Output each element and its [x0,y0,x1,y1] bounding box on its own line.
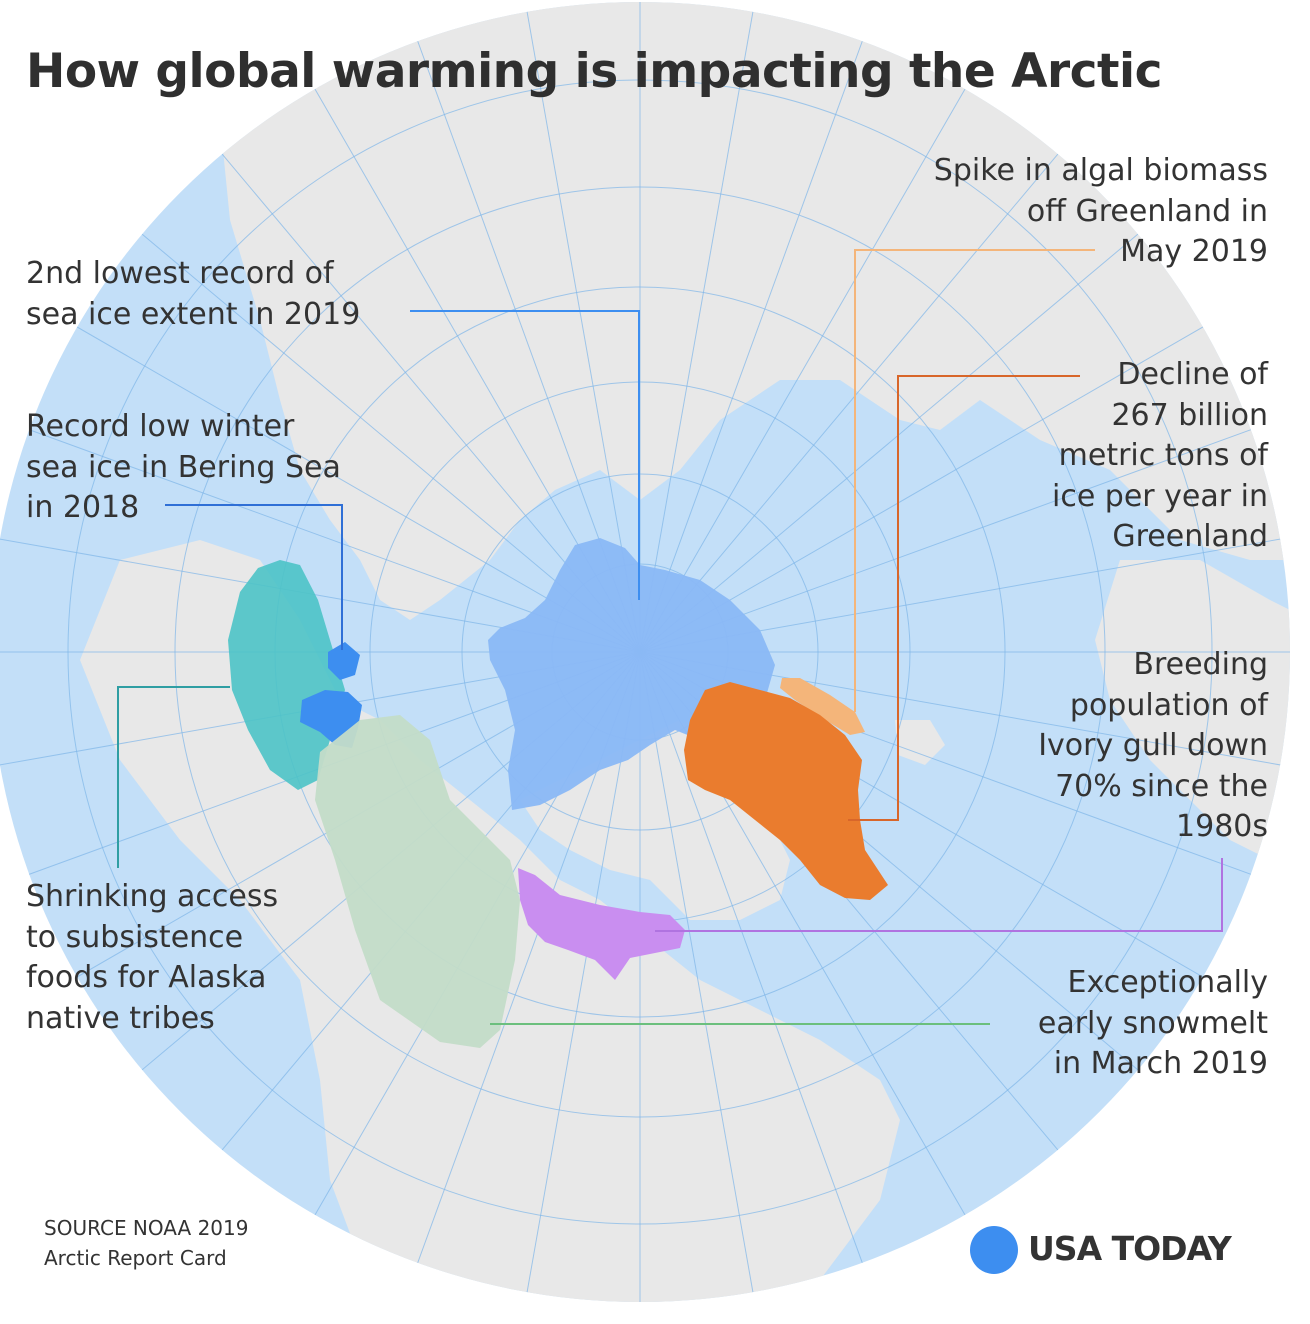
region-snowmelt-green [315,715,520,1048]
source-line-1: SOURCE NOAA 2019 [44,1216,249,1240]
land-eurasia [220,2,1290,620]
region-bering-sea-north [328,642,360,680]
meridian-line [639,412,1290,653]
leader-ivory-gull [655,858,1223,932]
leader-greenland-ice [848,375,1080,821]
label-subsistence: Shrinking access to subsistence foods fo… [26,879,279,1036]
label-sea-ice-extent: 2nd lowest record of sea ice extent in 2… [26,256,361,332]
meridian-line [517,2,641,653]
page-title: How global warming is impacting the Arct… [26,44,1162,99]
land-europe [1095,560,1290,860]
label-greenland-ice: Decline of 267 billion metric tons of ic… [1051,357,1268,554]
meridian-line [639,45,991,653]
meridian-line [639,201,1177,653]
meridian-line [33,301,641,653]
leader-lines [117,249,1223,1025]
region-algal-biomass [780,678,865,735]
region-greenland [684,682,888,900]
label-snowmelt: Exceptionally early snowmelt in March 20… [1037,965,1268,1081]
leader-subsistence [117,686,230,868]
meridian-line [103,201,641,653]
usa-today-logo-text: USA TODAY [1028,1229,1232,1268]
source-credit: SOURCE NOAA 2019 Arctic Report Card [44,1213,248,1273]
label-bering-sea: Record low winter sea ice in Bering Sea … [26,409,341,525]
leader-bering-sea [165,504,343,650]
meridian-line [517,651,641,1302]
meridian-line [639,115,1091,653]
meridian-line [639,301,1247,653]
land-iceland [895,720,945,765]
meridian-line [639,651,763,1302]
label-algal-biomass: Spike in algal biomass off Greenland in … [933,153,1268,269]
region-sea-ice-extent [488,538,775,810]
leader-sea-ice-extent [410,310,640,600]
source-line-2: Arctic Report Card [44,1246,227,1270]
meridian-line [639,651,880,1302]
usa-today-logo-dot [970,1226,1018,1274]
label-ivory-gull: Breeding population of Ivory gull down 7… [1038,647,1268,844]
leader-algal-biomass [854,249,1095,712]
region-ivory-gull-purple [518,868,685,980]
region-subsistence-teal [228,560,345,790]
meridian-line [0,412,641,653]
meridian-line [639,2,880,653]
land-baffin [650,730,770,880]
meridian-line [639,2,763,653]
